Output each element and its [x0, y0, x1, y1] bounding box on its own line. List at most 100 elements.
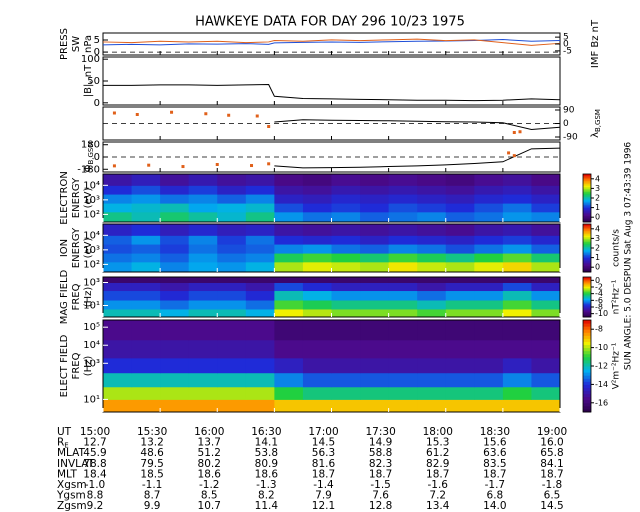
- data-point: [518, 130, 522, 134]
- colorbar-tick-label: -6: [595, 296, 603, 305]
- heat-cell: [417, 372, 447, 388]
- heat-cell: [245, 211, 275, 223]
- heat-cell: [445, 174, 475, 186]
- heat-cell: [274, 174, 304, 186]
- heat-cell: [474, 244, 504, 254]
- heat-cell: [474, 235, 504, 245]
- heat-cell: [217, 320, 247, 341]
- heat-cell: [388, 308, 418, 318]
- table-cell: 16:00: [194, 426, 224, 438]
- table-row-label: Zgsm: [57, 500, 87, 512]
- colorbar-segment: [583, 244, 591, 247]
- y-tick-label: 0: [94, 47, 100, 58]
- colorbar-segment: [583, 254, 591, 257]
- heat-cell: [188, 399, 218, 413]
- heat-cell: [274, 244, 304, 254]
- heat-cell: [245, 300, 275, 310]
- heat-cell: [103, 253, 133, 263]
- table-cell: 51.2: [198, 447, 221, 459]
- heat-cell: [302, 300, 332, 310]
- label-main: Φ: [83, 164, 94, 172]
- table-cell: 15.3: [426, 437, 449, 449]
- heat-cell: [188, 203, 218, 213]
- heat-cell: [474, 290, 504, 301]
- colorbar-segment: [583, 286, 591, 289]
- colorbar-segment: [583, 227, 591, 230]
- heat-cell: [188, 194, 218, 204]
- colorbar-segment: [583, 347, 591, 352]
- colorbar-segment: [583, 270, 591, 273]
- heat-cell: [160, 277, 190, 283]
- table-cell: -1.5: [370, 479, 391, 491]
- heat-cell: [445, 194, 475, 204]
- colorbar-segment: [583, 256, 591, 259]
- colorbar-segment: [583, 314, 591, 317]
- heat-cell: [531, 185, 561, 195]
- heat-cell: [502, 339, 532, 359]
- colorbar-tick-label: 1: [595, 253, 600, 262]
- heat-cell: [531, 244, 561, 254]
- heat-cell: [388, 203, 418, 213]
- heat-cell: [245, 386, 275, 400]
- colorbar-segment: [583, 290, 591, 293]
- table-cell: 6.8: [487, 490, 504, 502]
- table-cell: 18.7: [426, 468, 449, 480]
- heat-cell: [160, 211, 190, 223]
- table-cell: 10.7: [198, 500, 221, 512]
- heat-cell: [531, 308, 561, 318]
- table-cell: 18.5: [140, 468, 163, 480]
- heat-cell: [502, 244, 532, 254]
- table-cell: -1.3: [256, 479, 277, 491]
- heat-cell: [188, 290, 218, 301]
- table-cell: 7.6: [372, 490, 389, 502]
- heat-cell: [302, 357, 332, 374]
- heat-cell: [360, 308, 390, 318]
- axis-label: SW: [71, 36, 82, 52]
- table-cell: 18:30: [480, 426, 510, 438]
- heat-cell: [388, 253, 418, 263]
- heat-cell: [131, 211, 161, 223]
- heat-cell: [445, 308, 475, 318]
- table-cell: 7.9: [315, 490, 332, 502]
- colorbar-segment: [583, 311, 591, 314]
- heat-cell: [103, 203, 133, 213]
- heat-cell: [217, 224, 247, 236]
- heat-cell: [245, 357, 275, 374]
- heat-cell: [502, 320, 532, 341]
- colorbar-segment: [583, 262, 591, 265]
- heat-cell: [502, 261, 532, 273]
- heat-cell: [274, 357, 304, 374]
- data-point: [204, 112, 208, 116]
- series-line: [274, 119, 561, 131]
- heat-cell: [160, 386, 190, 400]
- heat-cell: [331, 300, 361, 310]
- side-note: SUN ANGLE: 5.0 DESPUN Sat Aug 3 07:43:39…: [624, 142, 634, 371]
- heat-cell: [302, 290, 332, 301]
- heat-cell: [331, 386, 361, 400]
- colorbar-tick-label: -10: [595, 309, 608, 318]
- heat-cell: [445, 244, 475, 254]
- heat-cell: [417, 244, 447, 254]
- colorbar-segment: [583, 267, 591, 270]
- axis-label: (eV): [83, 188, 94, 209]
- colorbar-segment: [583, 408, 591, 413]
- heat-cell: [103, 244, 133, 254]
- heat-cell: [331, 339, 361, 359]
- heat-cell: [302, 224, 332, 236]
- heat-cell: [445, 320, 475, 341]
- colorbar-segment: [583, 236, 591, 239]
- table-cell: 82.3: [369, 458, 392, 470]
- colorbar-segment: [583, 224, 591, 227]
- table-cell: 53.8: [255, 447, 278, 459]
- heat-cell: [217, 308, 247, 318]
- heat-cell: [103, 339, 133, 359]
- heat-cell: [245, 253, 275, 263]
- heat-cell: [331, 372, 361, 388]
- heat-cell: [131, 203, 161, 213]
- heat-cell: [531, 277, 561, 283]
- heat-cell: [445, 235, 475, 245]
- table-row-label: UT: [57, 426, 72, 438]
- colorbar-segment: [583, 201, 591, 204]
- heat-cell: [474, 399, 504, 413]
- heat-cell: [131, 357, 161, 374]
